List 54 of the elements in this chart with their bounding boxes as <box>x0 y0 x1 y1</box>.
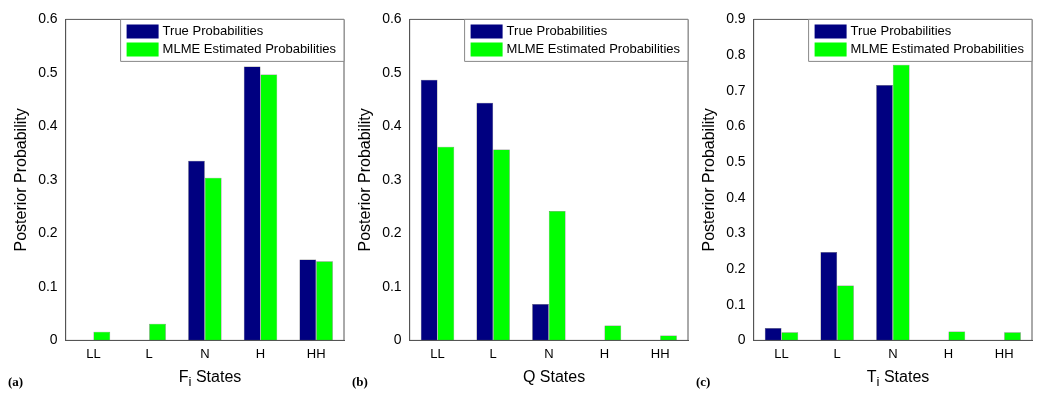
y-tick-label: 0 <box>737 331 746 348</box>
x-tick-label: HH <box>994 345 1014 361</box>
y-axis-title: Posterior Probability <box>356 108 374 252</box>
x-axis-title: Q States <box>521 368 587 386</box>
y-tick-label: 0 <box>393 331 402 348</box>
y-tick-label: 0.3 <box>726 224 746 241</box>
x-tick-label: N <box>544 345 554 361</box>
legend-label: MLME Estimated Probabilities <box>162 40 337 56</box>
y-tick-label: 0.7 <box>726 81 746 98</box>
legend-label: MLME Estimated Probabilities <box>850 40 1025 56</box>
legend-label: True Probabilities <box>162 22 264 38</box>
y-tick-label: 0.1 <box>726 295 746 312</box>
y-axis-title: Posterior Probability <box>700 108 718 252</box>
y-tick-label: 0.5 <box>38 63 58 80</box>
x-tick-label: L <box>833 345 841 361</box>
legend-label: True Probabilities <box>850 22 952 38</box>
x-axis-title: F$_{i}$ States <box>177 368 243 390</box>
y-tick-label: 0.1 <box>382 277 402 294</box>
x-tick-label: N <box>888 345 898 361</box>
x-tick-label: H <box>255 345 266 361</box>
x-tick-label: L <box>145 345 153 361</box>
x-tick-label: LL <box>430 345 445 361</box>
y-tick-label: 0.3 <box>382 170 402 187</box>
x-tick-label: H <box>943 345 954 361</box>
x-tick-label: HH <box>650 345 670 361</box>
x-tick-label: LL <box>86 345 101 361</box>
x-tick-label: HH <box>306 345 326 361</box>
text: (b) <box>352 374 368 390</box>
text: (c) <box>696 374 711 390</box>
y-tick-label: 0.4 <box>38 117 58 134</box>
y-tick-label: 0.2 <box>38 224 58 241</box>
y-tick-label: 0.5 <box>726 152 746 169</box>
y-tick-label: 0 <box>49 331 58 348</box>
y-tick-label: 0.4 <box>726 188 746 205</box>
text: (a) <box>8 374 24 390</box>
y-tick-label: 0.1 <box>38 277 58 294</box>
y-tick-label: 0.6 <box>382 10 402 27</box>
y-tick-label: 0.6 <box>726 117 746 134</box>
y-tick-label: 0.2 <box>382 224 402 241</box>
y-axis-title: Posterior Probability <box>12 108 30 252</box>
x-tick-label: LL <box>774 345 789 361</box>
y-tick-label: 0.5 <box>382 63 402 80</box>
y-tick-label: 0.3 <box>38 170 58 187</box>
x-tick-label: N <box>200 345 210 361</box>
y-tick-label: 0.6 <box>38 10 58 27</box>
x-tick-label: L <box>489 345 497 361</box>
x-tick-label: H <box>599 345 610 361</box>
legend-label: True Probabilities <box>506 22 608 38</box>
y-tick-label: 0.4 <box>382 117 402 134</box>
y-tick-label: 0.9 <box>726 10 746 27</box>
x-axis-title: T$_{i}$ States <box>865 368 931 390</box>
legend-label: MLME Estimated Probabilities <box>506 40 681 56</box>
y-tick-label: 0.8 <box>726 45 746 62</box>
y-tick-label: 0.2 <box>726 259 746 276</box>
